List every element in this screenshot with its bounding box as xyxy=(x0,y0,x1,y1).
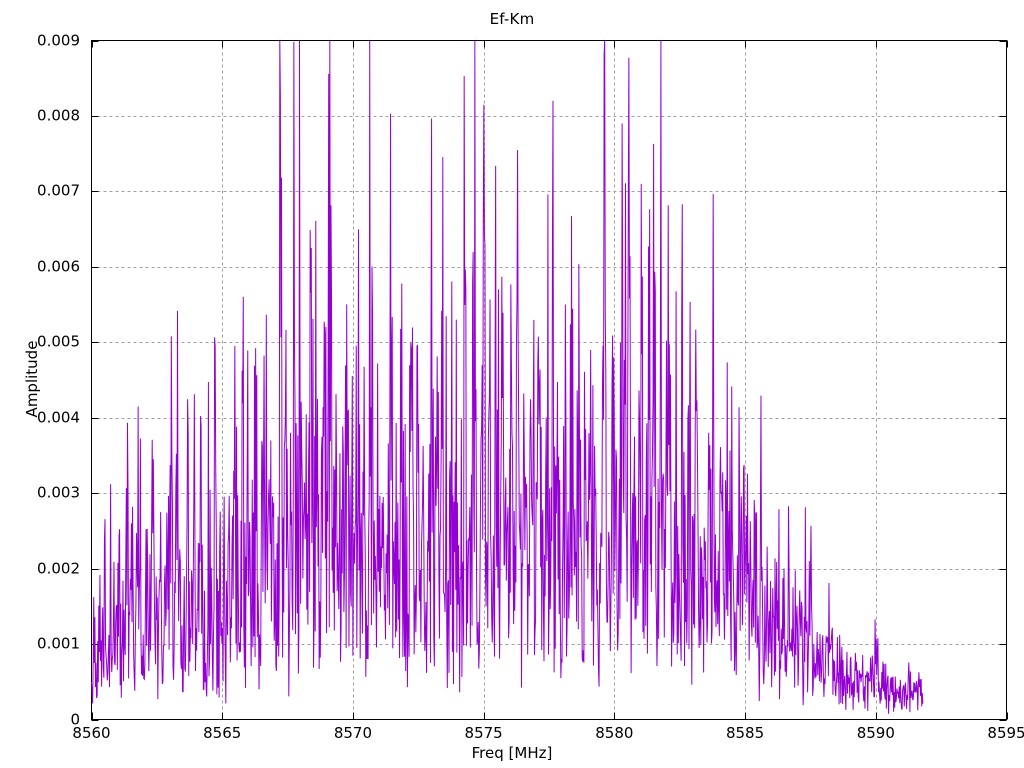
x-tick-label: 8595 xyxy=(987,724,1024,742)
y-tick-label: 0 xyxy=(70,710,80,728)
axis-tick-marks xyxy=(91,40,1008,721)
x-axis-label: Freq [MHz] xyxy=(471,744,553,762)
x-tick-label: 8575 xyxy=(464,724,503,742)
plot-frame xyxy=(91,40,1007,720)
x-tick-label: 8570 xyxy=(333,724,373,742)
y-axis-tick-labels: 0 0.001 0.002 0.003 0.004 0.005 0.006 0.007 0.00… xyxy=(0,0,80,768)
y-tick-label: 0.004 xyxy=(37,408,80,427)
chart-title: Ef-Km xyxy=(489,10,535,28)
x-tick-label: 8585 xyxy=(725,724,765,742)
x-tick-label: 8560 xyxy=(72,724,111,742)
y-tick-label: 0.003 xyxy=(37,483,80,502)
x-tick-label: 8580 xyxy=(595,724,634,742)
y-tick-label: 0.001 xyxy=(37,634,80,653)
y-tick-label: 0.006 xyxy=(37,257,80,276)
y-tick-label: 0.008 xyxy=(37,106,80,125)
x-tick-label: 8565 xyxy=(203,724,242,742)
y-tick-label: 0.005 xyxy=(37,332,80,351)
y-tick-label: 0.009 xyxy=(37,31,80,49)
y-tick-label: 0.002 xyxy=(37,559,80,578)
x-tick-label: 8590 xyxy=(856,724,895,742)
y-tick-label: 0.007 xyxy=(37,181,80,200)
data-series-group xyxy=(91,40,924,714)
x-axis-tick-labels: 8560 8565 8570 8575 8580 8585 8590 8595 xyxy=(0,726,1024,750)
